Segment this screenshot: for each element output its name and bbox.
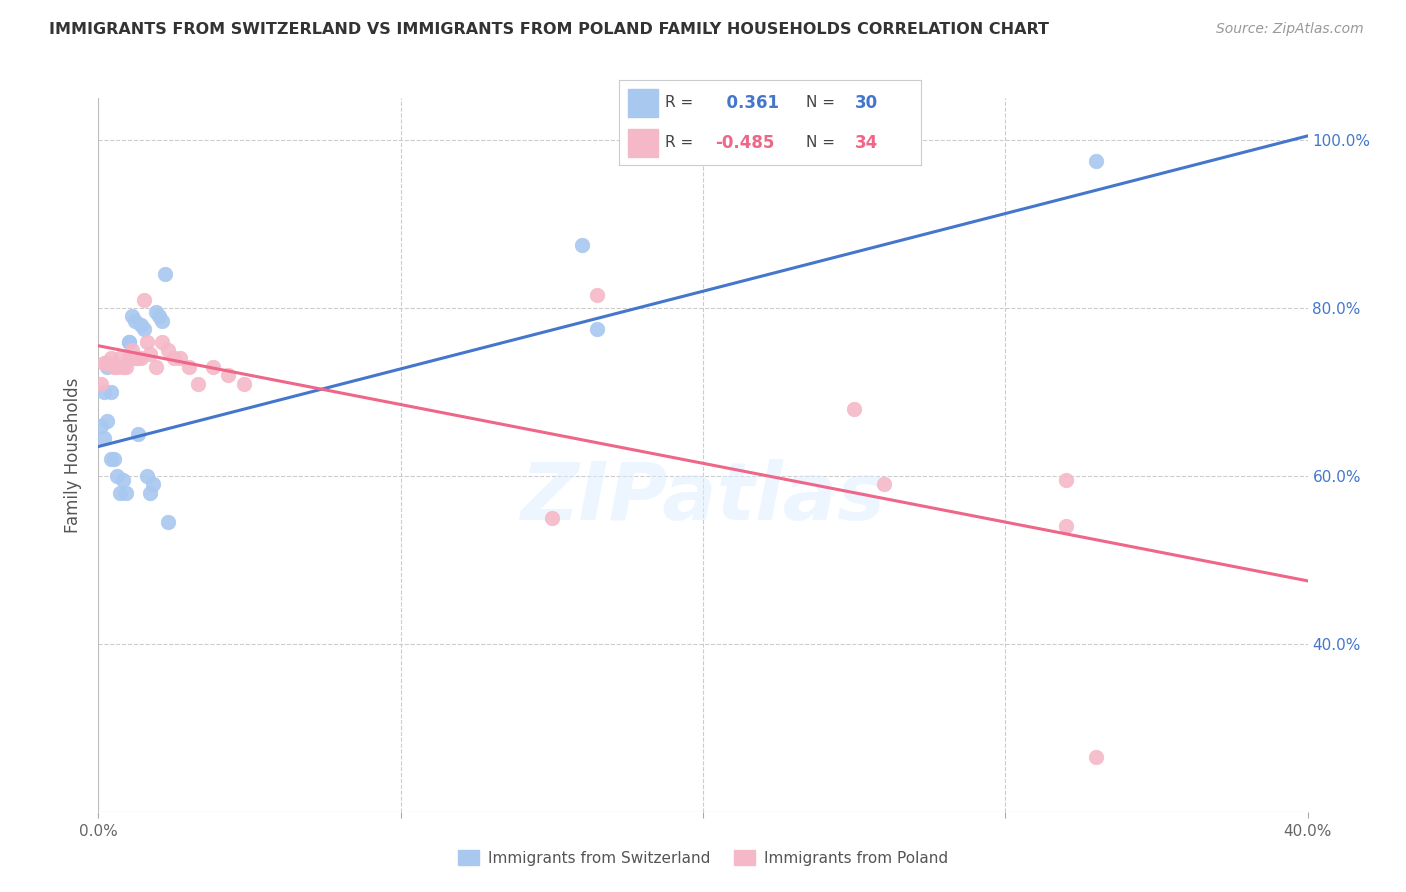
Point: [844, 401, 866, 416]
Point: [111, 473, 134, 487]
Point: [96, 359, 118, 374]
Point: [586, 288, 609, 302]
Y-axis label: Family Households: Family Households: [65, 377, 83, 533]
Text: N =: N =: [806, 95, 835, 111]
Point: [103, 452, 125, 467]
Point: [105, 359, 128, 374]
Point: [111, 359, 134, 374]
Point: [103, 359, 125, 374]
Point: [93, 431, 115, 445]
Point: [1054, 473, 1077, 487]
Point: [90, 376, 112, 391]
Text: N =: N =: [806, 135, 835, 150]
Point: [129, 318, 152, 332]
Point: [100, 384, 122, 399]
Point: [153, 268, 176, 282]
Point: [132, 293, 155, 307]
Text: R =: R =: [665, 95, 693, 111]
Point: [1085, 750, 1108, 764]
Point: [93, 384, 115, 399]
Text: 0.361: 0.361: [716, 94, 779, 112]
Text: -0.485: -0.485: [716, 134, 775, 152]
Text: Source: ZipAtlas.com: Source: ZipAtlas.com: [1216, 22, 1364, 37]
Point: [139, 485, 162, 500]
Point: [114, 359, 136, 374]
Bar: [627, 89, 658, 117]
Point: [124, 313, 146, 327]
Point: [217, 368, 239, 383]
Point: [124, 351, 146, 366]
Point: [873, 477, 896, 491]
Point: [145, 359, 167, 374]
Point: [100, 452, 122, 467]
Point: [169, 351, 191, 366]
Point: [96, 355, 118, 369]
Point: [150, 313, 173, 327]
Point: [1054, 519, 1077, 533]
Point: [187, 376, 209, 391]
Point: [100, 351, 122, 366]
Point: [586, 322, 609, 336]
Point: [121, 343, 143, 357]
Point: [93, 355, 115, 369]
Point: [105, 469, 128, 483]
Text: R =: R =: [665, 135, 693, 150]
Point: [540, 511, 562, 525]
Text: 34: 34: [855, 134, 877, 152]
Text: IMMIGRANTS FROM SWITZERLAND VS IMMIGRANTS FROM POLAND FAMILY HOUSEHOLDS CORRELAT: IMMIGRANTS FROM SWITZERLAND VS IMMIGRANT…: [49, 22, 1049, 37]
Point: [179, 359, 201, 374]
Point: [118, 334, 141, 349]
Text: 30: 30: [855, 94, 877, 112]
Point: [135, 334, 157, 349]
Point: [114, 485, 136, 500]
Point: [127, 351, 149, 366]
Point: [156, 515, 179, 529]
Point: [96, 414, 118, 428]
Point: [156, 343, 179, 357]
Point: [127, 426, 149, 441]
Point: [571, 238, 593, 252]
Point: [202, 359, 225, 374]
Point: [1085, 154, 1108, 169]
Point: [90, 418, 112, 433]
Point: [163, 351, 186, 366]
Point: [142, 477, 165, 491]
Point: [232, 376, 254, 391]
Point: [118, 351, 141, 366]
Point: [129, 351, 152, 366]
Point: [145, 305, 167, 319]
Bar: [627, 128, 658, 157]
Point: [118, 334, 141, 349]
Point: [121, 310, 143, 324]
Legend: Immigrants from Switzerland, Immigrants from Poland: Immigrants from Switzerland, Immigrants …: [451, 844, 955, 871]
Point: [132, 322, 155, 336]
Point: [108, 485, 131, 500]
Point: [108, 351, 131, 366]
Point: [150, 334, 173, 349]
Point: [139, 347, 162, 361]
Point: [148, 310, 170, 324]
Text: ZIPatlas: ZIPatlas: [520, 458, 886, 537]
Point: [135, 469, 157, 483]
